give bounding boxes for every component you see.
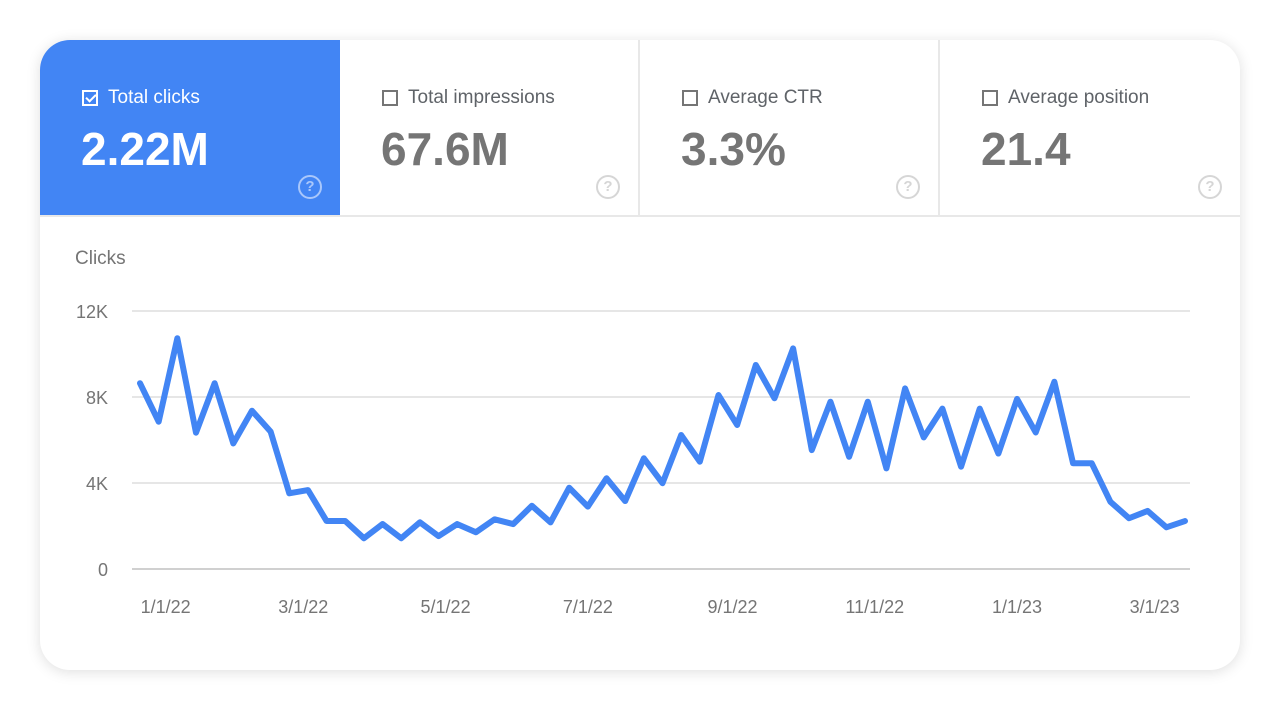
x-tick-label: 7/1/22 — [563, 597, 613, 617]
checkbox-checked-icon[interactable] — [82, 90, 98, 106]
metric-label: Average position — [1008, 87, 1150, 108]
question-circle-icon[interactable]: ? — [596, 175, 620, 199]
metric-tile-average-position[interactable]: Average position 21.4 ? — [940, 40, 1240, 215]
x-tick-label: 9/1/22 — [707, 597, 757, 617]
y-axis-title: Clicks — [75, 248, 126, 269]
checkbox-icon[interactable] — [982, 90, 998, 106]
y-tick-label: 8K — [86, 388, 108, 408]
y-tick-label: 4K — [86, 474, 108, 494]
x-tick-label: 5/1/22 — [421, 597, 471, 617]
metric-value: 2.22M — [81, 123, 209, 175]
metric-tile-average-ctr[interactable]: Average CTR 3.3% ? — [640, 40, 940, 215]
metric-tile-total-clicks[interactable]: Total clicks 2.22M ? — [40, 40, 340, 215]
metric-tile-total-impressions[interactable]: Total impressions 67.6M ? — [340, 40, 640, 215]
metric-label: Total impressions — [408, 87, 555, 108]
y-tick-label: 12K — [76, 302, 108, 322]
clicks-series-line — [137, 335, 1188, 542]
question-circle-icon[interactable]: ? — [298, 175, 322, 199]
checkbox-icon[interactable] — [382, 90, 398, 106]
x-tick-label: 3/1/22 — [278, 597, 328, 617]
y-tick-label: 0 — [98, 560, 108, 580]
metric-value: 21.4 — [981, 123, 1071, 175]
x-tick-label: 11/1/22 — [845, 597, 904, 617]
x-tick-label: 1/1/22 — [141, 597, 191, 617]
metric-label: Total clicks — [108, 87, 200, 108]
metric-value: 67.6M — [381, 123, 509, 175]
checkbox-icon[interactable] — [682, 90, 698, 106]
question-circle-icon[interactable]: ? — [896, 175, 920, 199]
metric-label: Average CTR — [708, 87, 823, 108]
question-circle-icon[interactable]: ? — [1198, 175, 1222, 199]
metric-value: 3.3% — [681, 123, 786, 175]
metric-tiles: Total clicks 2.22M ? Total impressions 6… — [40, 40, 1240, 217]
performance-card: Total clicks 2.22M ? Total impressions 6… — [40, 40, 1240, 670]
x-tick-label: 3/1/23 — [1130, 597, 1180, 617]
x-tick-label: 1/1/23 — [992, 597, 1042, 617]
